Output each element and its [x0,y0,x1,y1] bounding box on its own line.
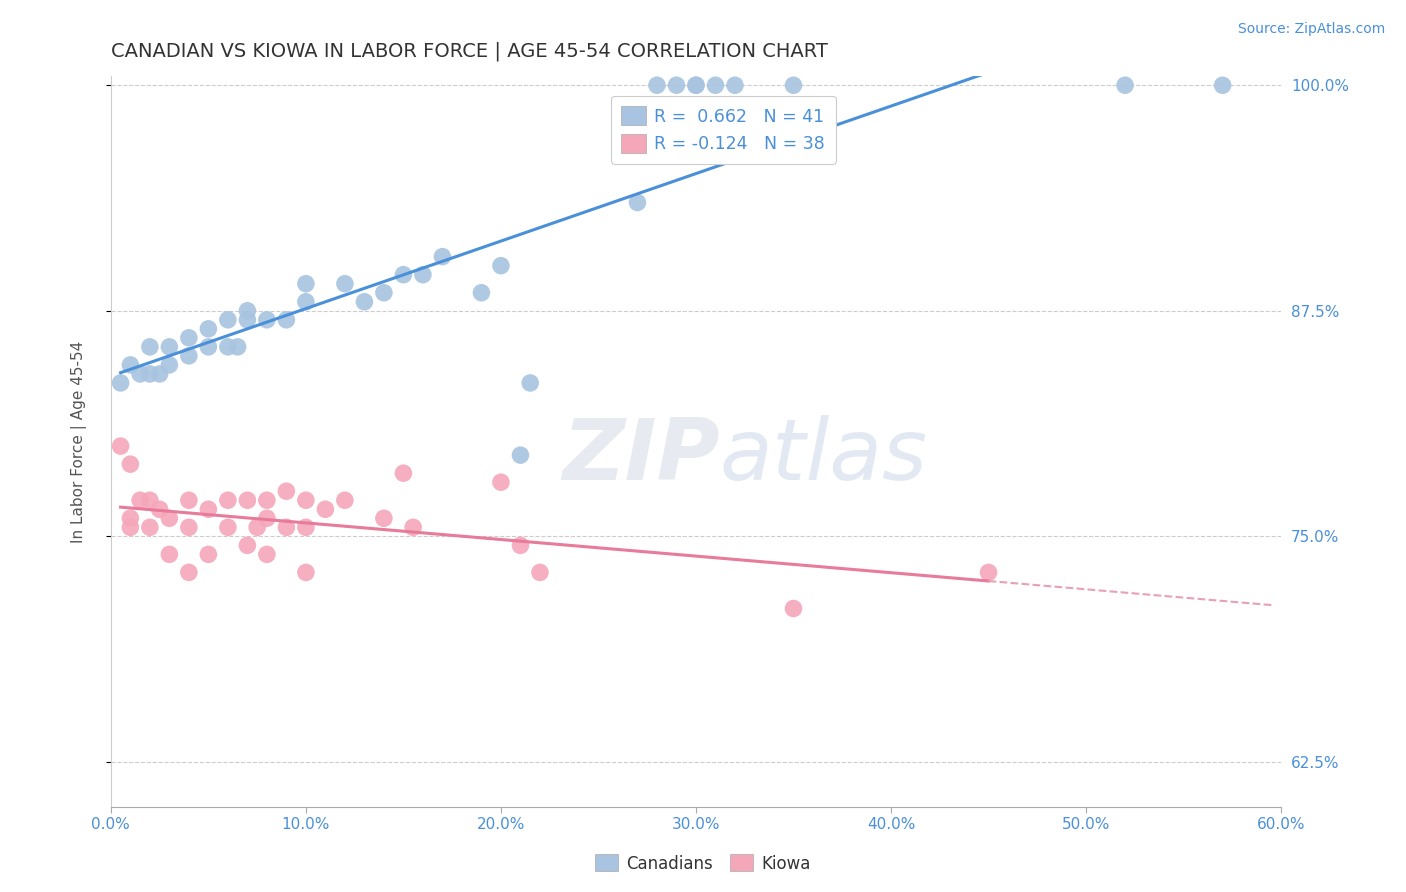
Point [120,520,142,534]
Point [392,466,415,480]
Point [402,520,425,534]
Point [197,322,219,336]
Point [246,520,269,534]
Text: CANADIAN VS KIOWA IN LABOR FORCE | AGE 45-54 CORRELATION CHART: CANADIAN VS KIOWA IN LABOR FORCE | AGE 4… [111,42,828,62]
Point [276,313,298,327]
Point [129,493,152,508]
Point [236,313,259,327]
Point [353,294,375,309]
Point [782,78,804,93]
Point [333,277,356,291]
Point [295,493,318,508]
Point [782,601,804,615]
Point [236,538,259,552]
Point [295,294,318,309]
Point [139,493,162,508]
Point [177,566,200,580]
Point [256,493,278,508]
Point [226,340,249,354]
Point [509,538,531,552]
Point [217,340,239,354]
Point [236,303,259,318]
Point [314,502,336,516]
Point [724,78,747,93]
Point [519,376,541,390]
Point [197,502,219,516]
Point [157,358,180,372]
Point [276,520,298,534]
Point [139,367,162,381]
Point [412,268,434,282]
Point [177,520,200,534]
Point [256,313,278,327]
Point [295,566,318,580]
Point [432,250,454,264]
Text: atlas: atlas [720,415,928,498]
Point [373,285,395,300]
Point [489,259,512,273]
Legend: R =  0.662   N = 41, R = -0.124   N = 38: R = 0.662 N = 41, R = -0.124 N = 38 [612,95,835,164]
Point [217,493,239,508]
Point [139,340,162,354]
Point [157,511,180,525]
Point [236,493,259,508]
Point [139,520,162,534]
Point [529,566,551,580]
Point [685,78,707,93]
Point [1114,78,1136,93]
Point [157,340,180,354]
Point [977,566,1000,580]
Point [626,195,648,210]
Point [120,511,142,525]
Point [665,78,688,93]
Point [276,484,298,499]
Point [256,547,278,561]
Point [295,277,318,291]
Point [177,493,200,508]
Point [177,349,200,363]
Point [129,367,152,381]
Text: Source: ZipAtlas.com: Source: ZipAtlas.com [1237,22,1385,37]
Point [120,358,142,372]
Point [110,439,132,453]
Point [489,475,512,490]
Point [157,547,180,561]
Point [685,78,707,93]
Point [1212,78,1234,93]
Y-axis label: In Labor Force | Age 45-54: In Labor Force | Age 45-54 [72,341,87,542]
Point [149,502,172,516]
Point [509,448,531,462]
Point [333,493,356,508]
Point [120,457,142,471]
Point [149,367,172,381]
Point [470,285,492,300]
Point [392,268,415,282]
Point [197,547,219,561]
Point [217,313,239,327]
Point [217,520,239,534]
Point [704,78,727,93]
Point [110,376,132,390]
Point [177,331,200,345]
Legend: Canadians, Kiowa: Canadians, Kiowa [588,847,818,880]
Point [295,520,318,534]
Point [256,511,278,525]
Point [197,340,219,354]
Point [645,78,668,93]
Point [373,511,395,525]
Text: ZIP: ZIP [562,415,720,498]
